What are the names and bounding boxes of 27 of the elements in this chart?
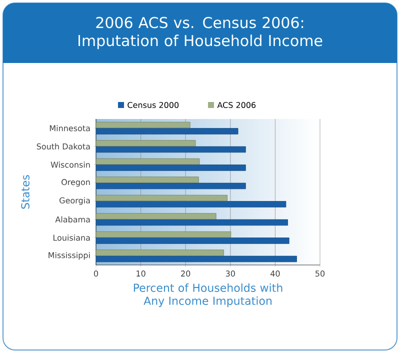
x-tick-label: 20 bbox=[181, 270, 190, 277]
y-tick-label: Alabama bbox=[55, 216, 90, 222]
bar bbox=[96, 250, 224, 256]
y-tick-label: Oregon bbox=[62, 179, 90, 187]
y-tick-label: Georgia bbox=[60, 197, 90, 205]
bar bbox=[96, 176, 199, 183]
x-tick-label: 50 bbox=[316, 270, 325, 277]
y-axis-title: States bbox=[21, 175, 30, 209]
bar bbox=[96, 213, 216, 220]
legend-label: Census 2000 bbox=[128, 102, 179, 108]
bar bbox=[96, 164, 246, 171]
chart-title: 2006 ACS vs. Census 2006: Imputation of Household Income bbox=[78, 16, 322, 50]
x-axis-title: Percent of Households with Any Income Imputation bbox=[134, 283, 282, 308]
y-tick-label: Wisconsin bbox=[50, 162, 90, 168]
y-tick-label: Minnesota bbox=[50, 125, 90, 132]
y-tick-label: Mississippi bbox=[48, 252, 90, 260]
x-tick-label: 40 bbox=[270, 270, 280, 277]
bar bbox=[96, 201, 286, 208]
bar bbox=[96, 238, 290, 244]
bar bbox=[96, 128, 238, 134]
x-tick-label: 0 bbox=[94, 270, 98, 277]
y-tick-label: South Dakota bbox=[36, 143, 90, 150]
bar bbox=[96, 140, 196, 146]
x-tick-label: 30 bbox=[226, 270, 235, 277]
x-tick-label: 10 bbox=[136, 270, 146, 277]
y-tick-label: Louisiana bbox=[53, 234, 90, 241]
legend-label: ACS 2006 bbox=[217, 102, 256, 108]
